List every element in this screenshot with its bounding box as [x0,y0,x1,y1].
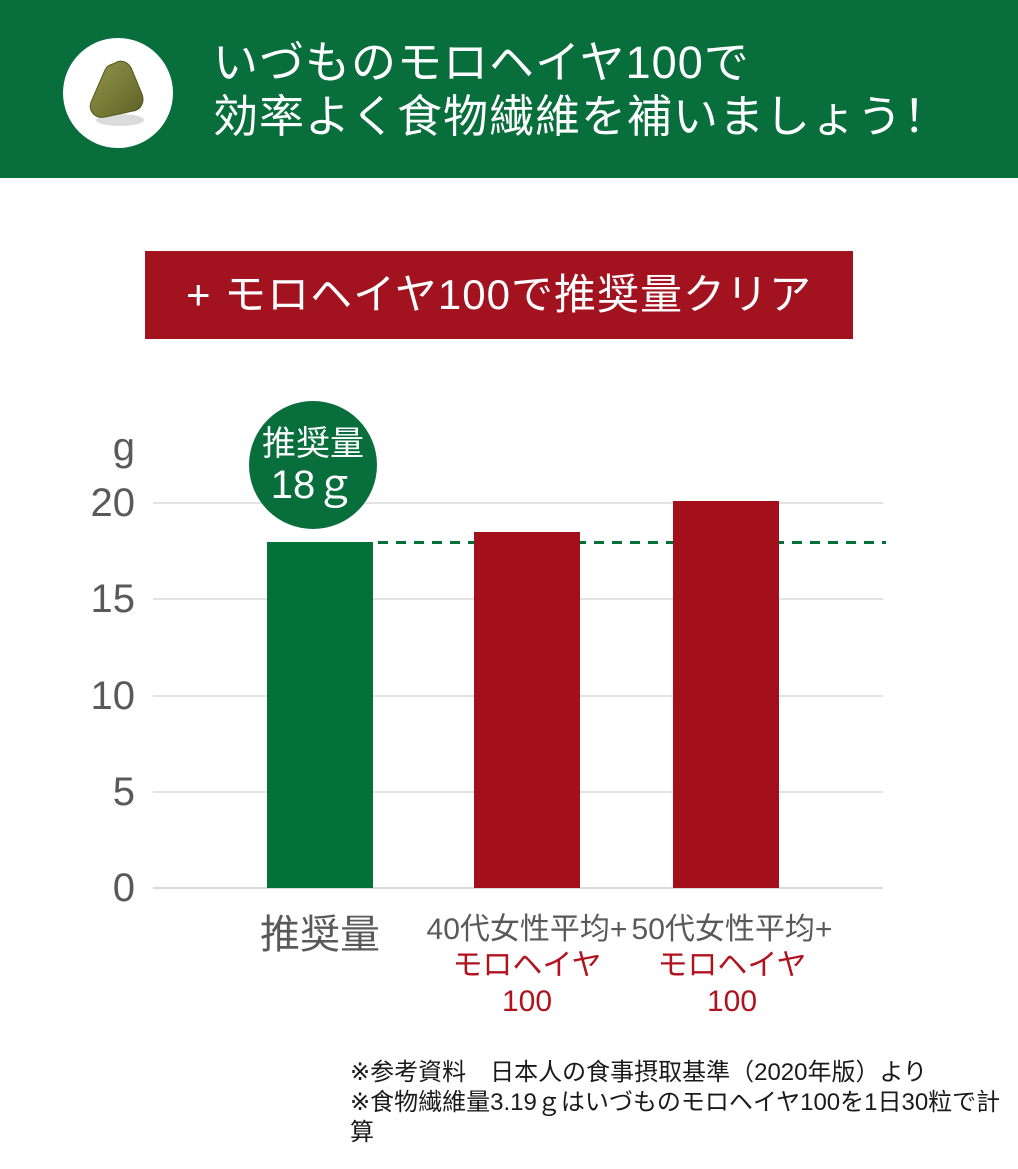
category-label-40s-line2: モロヘイヤ [452,949,602,982]
category-label-50s: 50代女性平均+ モロヘイヤ 100 [622,912,842,1020]
page-title-line2: 効率よく食物繊維を補いましょう！ [213,91,950,142]
page-title: いづものモロヘイヤ100で 効率よく食物繊維を補いましょう！ [213,36,949,144]
y-axis-tick-label-20: 20 [90,481,136,525]
bar-推奨量 [267,541,373,888]
y-axis-tick-label-5: 5 [112,769,135,814]
page-title-line1: いづものモロヘイヤ100で [213,37,750,88]
header-banner: いづものモロヘイヤ100で 効率よく食物繊維を補いましょう！ [0,0,1018,178]
bar-40代女性平均+モロヘイヤ100 [474,531,580,888]
gridline-20 [153,502,883,504]
subtitle-banner: + モロヘイヤ100で推奨量クリア [145,251,853,339]
badge-value: 18ｇ [270,463,356,507]
gridline-0 [153,887,883,889]
morroheiya-tablet-icon [89,60,144,126]
footnote-source: ※参考資料 日本人の食事摂取基準（2020年版）より [350,1059,928,1086]
y-axis-unit-label: g [112,425,135,469]
category-label-50s-line2: モロヘイヤ [657,949,807,982]
y-axis-tick-label-15: 15 [90,577,136,622]
y-axis-tick-label-0: 0 [112,866,135,910]
tablet-photo-circle [63,38,173,148]
category-label-50s-line3: 100 [706,985,758,1018]
category-label-50s-line1: 50代女性平均+ [631,913,833,946]
recommended-amount-badge: 推奨量 18ｇ [249,401,377,529]
category-label-40s: 40代女性平均+ モロヘイヤ 100 [417,912,637,1020]
bar-50代女性平均+モロヘイヤ100 [673,501,779,888]
y-axis-tick-label-10: 10 [90,673,136,718]
category-label-40s-line1: 40代女性平均+ [426,913,628,946]
footnotes: ※参考資料 日本人の食事摂取基準（2020年版）より ※食物繊維量3.19ｇはい… [350,1058,1018,1148]
category-label-40s-line3: 100 [501,985,553,1018]
footnote-calculation: ※食物繊維量3.19ｇはいづものモロヘイヤ100を1日30粒で計算 [350,1089,1001,1146]
badge-label: 推奨量 [262,425,364,463]
category-label-suishoryo: 推奨量 [260,913,380,957]
reference-line-18g [378,540,886,544]
